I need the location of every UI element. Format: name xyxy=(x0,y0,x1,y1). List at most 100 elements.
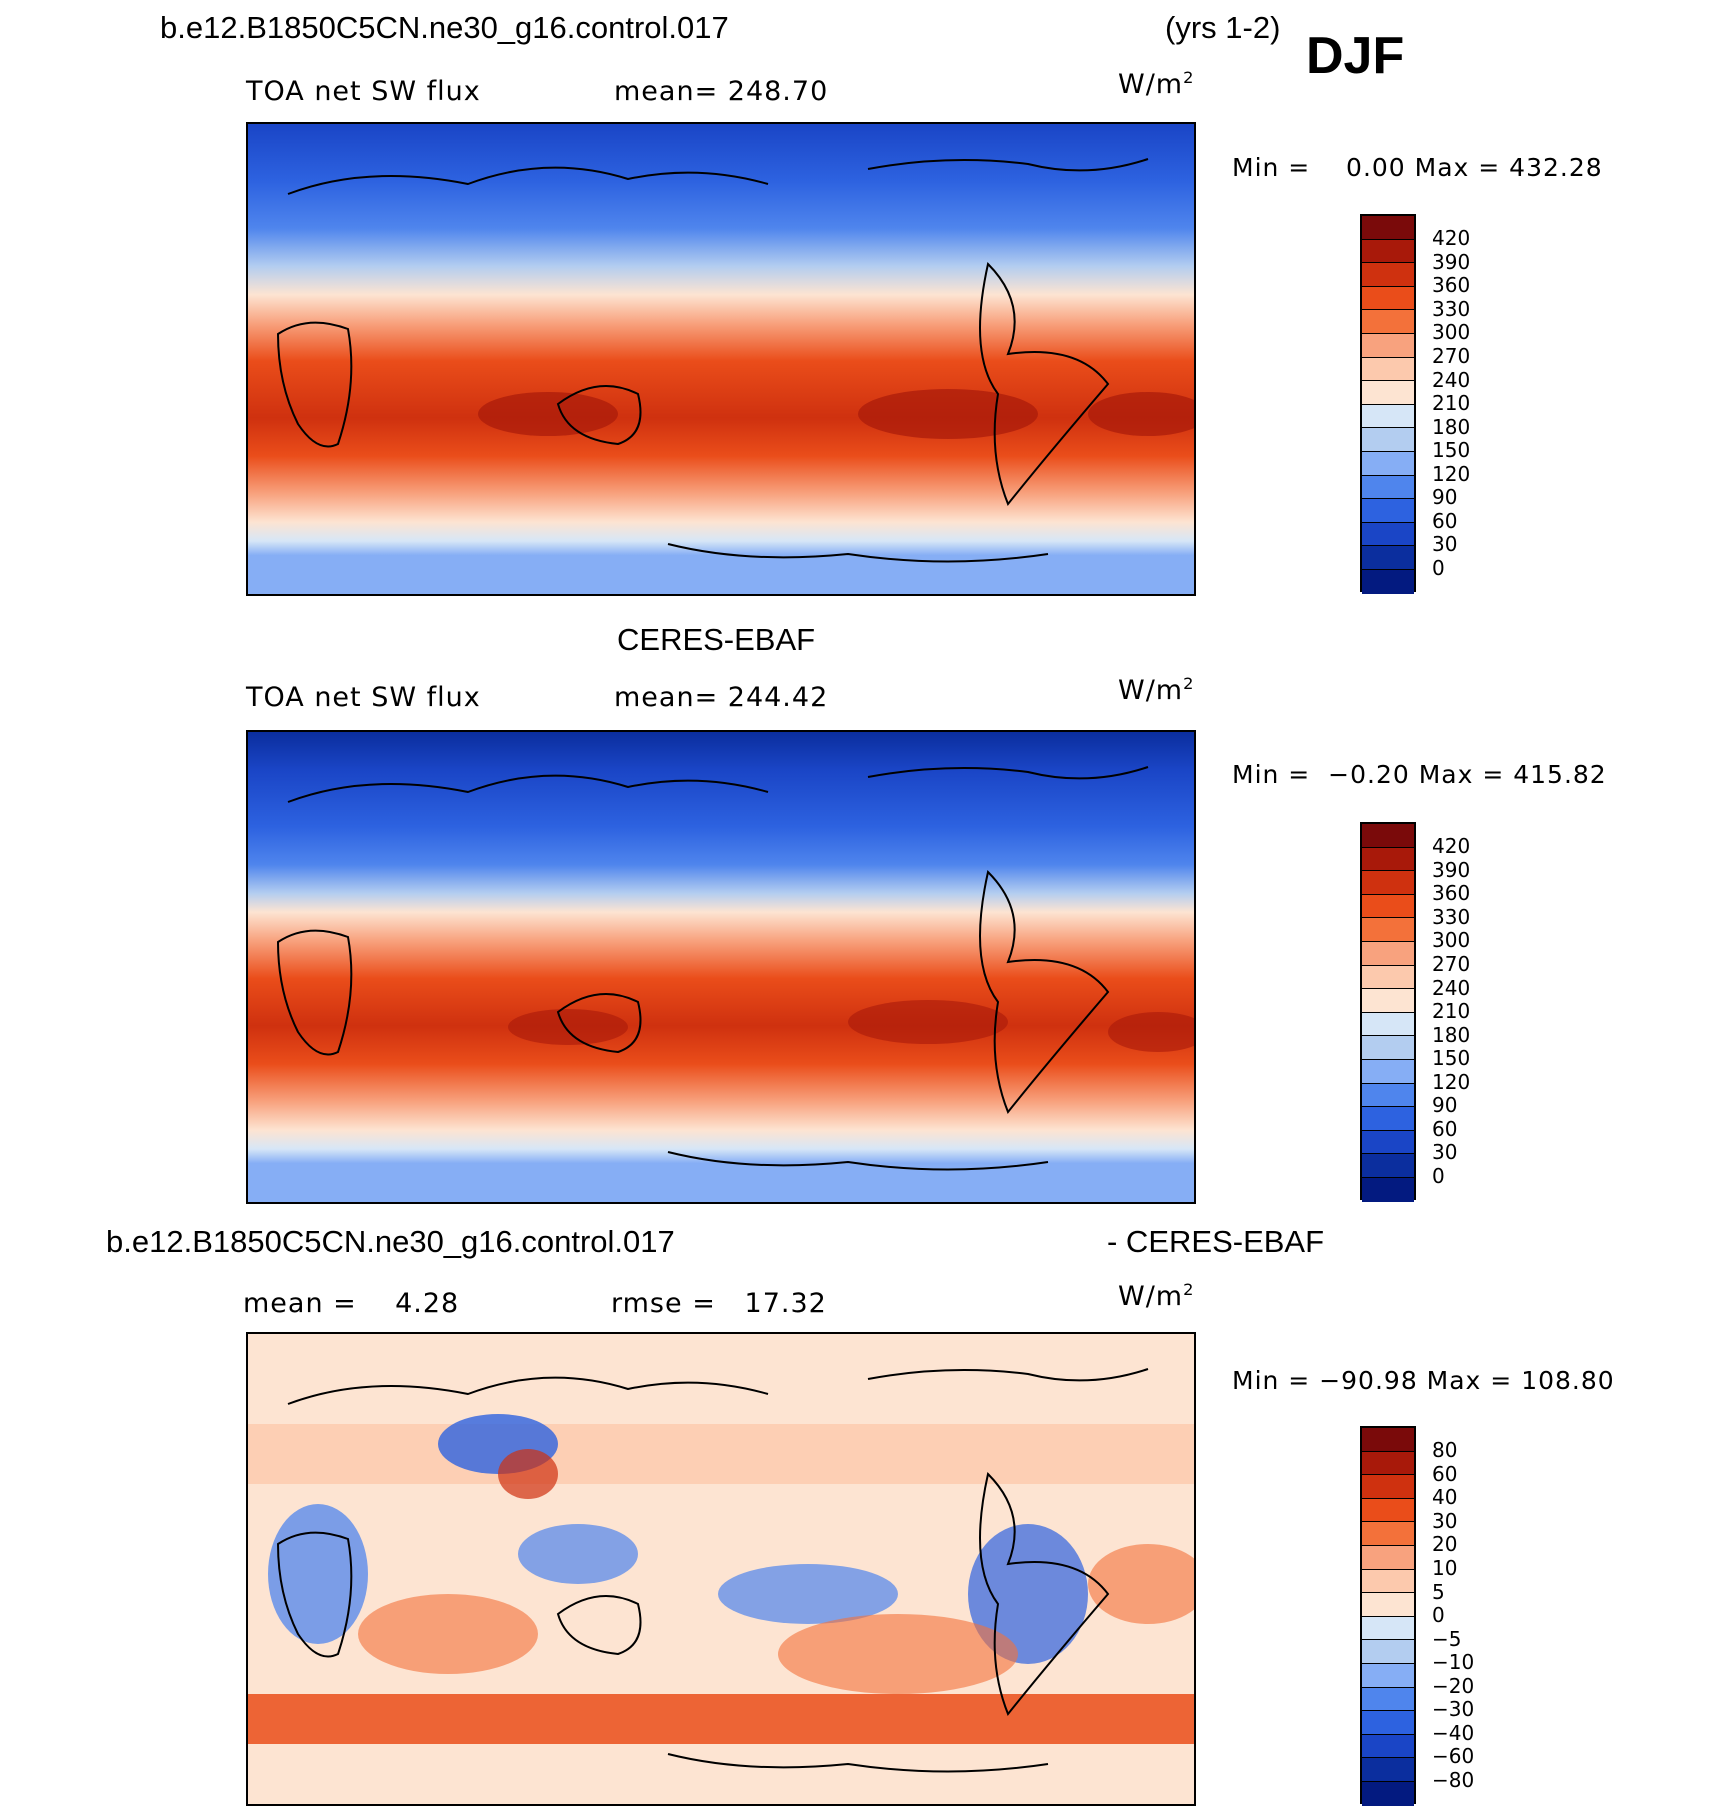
panel3-rmse: rmse = 17.32 xyxy=(611,1288,827,1319)
colorbar-tick-label: 390 xyxy=(1432,250,1471,274)
panel3-colorbar-swatch xyxy=(1362,1428,1414,1452)
colorbar-tick-label: 5 xyxy=(1432,1580,1445,1604)
panel2-colorbar-swatch xyxy=(1362,1177,1414,1202)
colorbar-tick-label: 120 xyxy=(1432,462,1471,486)
panel3-minmax: Min = −90.98 Max = 108.80 xyxy=(1232,1366,1615,1395)
colorbar-tick-label: 390 xyxy=(1432,858,1471,882)
panel2-colorbar-swatch xyxy=(1362,918,1414,942)
colorbar-tick-label: 360 xyxy=(1432,273,1471,297)
panel3-colorbar-swatch xyxy=(1362,1569,1414,1594)
panel1-units: W/m2 xyxy=(1118,68,1195,100)
panel1-colorbar-swatch xyxy=(1362,286,1414,311)
colorbar-tick-label: 360 xyxy=(1432,881,1471,905)
panel2-colorbar-swatch xyxy=(1362,965,1414,990)
colorbar-tick-label: 10 xyxy=(1432,1556,1458,1580)
colorbar-tick-label: 210 xyxy=(1432,391,1471,415)
panel1-colorbar-swatch xyxy=(1362,310,1414,334)
colorbar-tick-label: 60 xyxy=(1432,509,1458,533)
colorbar-tick-label: 150 xyxy=(1432,1046,1471,1070)
colorbar-tick-label: 60 xyxy=(1432,1462,1458,1486)
panel2-colorbar-swatch xyxy=(1362,1059,1414,1084)
panel3-colorbar-swatch xyxy=(1362,1616,1414,1641)
colorbar-tick-label: 300 xyxy=(1432,928,1471,952)
colorbar-tick-label: −40 xyxy=(1432,1721,1475,1745)
panel3-colorbar-swatch xyxy=(1362,1522,1414,1546)
panel3-title-right: - CERES-EBAF xyxy=(1107,1224,1325,1259)
colorbar-tick-label: 180 xyxy=(1432,415,1471,439)
years-label: (yrs 1-2) xyxy=(1165,10,1281,45)
colorbar-tick-label: −60 xyxy=(1432,1744,1475,1768)
colorbar-tick-label: 210 xyxy=(1432,999,1471,1023)
panel2-colorbar-swatch xyxy=(1362,871,1414,895)
panel3-colorbar-swatch xyxy=(1362,1711,1414,1735)
panel3-mean: mean = 4.28 xyxy=(243,1288,460,1319)
panel3-title-left: b.e12.B1850C5CN.ne30_g16.control.017 xyxy=(106,1224,675,1259)
panel1-map xyxy=(246,122,1196,596)
colorbar-tick-label: −80 xyxy=(1432,1768,1475,1792)
colorbar-tick-label: 330 xyxy=(1432,905,1471,929)
colorbar-tick-label: 0 xyxy=(1432,1603,1445,1627)
panel1-colorbar-swatch xyxy=(1362,569,1414,594)
panel1-colorbar-swatch xyxy=(1362,263,1414,287)
panel3-colorbar-swatch xyxy=(1362,1545,1414,1570)
panel3-colorbar-swatch xyxy=(1362,1451,1414,1476)
panel1-minmax: Min = 0.00 Max = 432.28 xyxy=(1232,153,1603,182)
colorbar-tick-label: 330 xyxy=(1432,297,1471,321)
panel2-colorbar-swatch xyxy=(1362,1083,1414,1108)
panel1-colorbar-swatch xyxy=(1362,404,1414,429)
panel3-units: W/m2 xyxy=(1118,1280,1195,1312)
colorbar-tick-label: 90 xyxy=(1432,1093,1458,1117)
colorbar-tick-label: 150 xyxy=(1432,438,1471,462)
colorbar-tick-label: 420 xyxy=(1432,834,1471,858)
panel3-colorbar-swatch xyxy=(1362,1781,1414,1806)
colorbar-tick-label: 0 xyxy=(1432,1164,1445,1188)
panel1-colorbar-swatch xyxy=(1362,239,1414,264)
colorbar-tick-label: −5 xyxy=(1432,1627,1462,1651)
colorbar-tick-label: 0 xyxy=(1432,556,1445,580)
panel1-colorbar xyxy=(1360,214,1416,594)
colorbar-tick-label: 90 xyxy=(1432,485,1458,509)
panel2-colorbar-swatch xyxy=(1362,824,1414,848)
panel2-colorbar-swatch xyxy=(1362,847,1414,872)
colorbar-tick-label: 30 xyxy=(1432,1509,1458,1533)
panel2-colorbar-swatch xyxy=(1362,1107,1414,1131)
panel2-map xyxy=(246,730,1196,1204)
panel3-colorbar-swatch xyxy=(1362,1498,1414,1523)
panel2-minmax: Min = −0.20 Max = 415.82 xyxy=(1232,760,1607,789)
colorbar-tick-label: −10 xyxy=(1432,1650,1475,1674)
colorbar-tick-label: 270 xyxy=(1432,952,1471,976)
colorbar-tick-label: 80 xyxy=(1432,1438,1458,1462)
panel2-variable: TOA net SW flux xyxy=(246,682,481,713)
panel2-colorbar xyxy=(1360,822,1416,1202)
colorbar-tick-label: 240 xyxy=(1432,368,1471,392)
colorbar-tick-label: 420 xyxy=(1432,226,1471,250)
colorbar-tick-label: 60 xyxy=(1432,1117,1458,1141)
panel1-colorbar-swatch xyxy=(1362,475,1414,500)
panel2-colorbar-swatch xyxy=(1362,1012,1414,1037)
panel3-colorbar-swatch xyxy=(1362,1593,1414,1617)
panel1-colorbar-swatch xyxy=(1362,357,1414,382)
colorbar-tick-label: 180 xyxy=(1432,1023,1471,1047)
colorbar-tick-label: 20 xyxy=(1432,1532,1458,1556)
colorbar-tick-label: −30 xyxy=(1432,1697,1475,1721)
panel1-colorbar-swatch xyxy=(1362,381,1414,405)
colorbar-tick-label: 40 xyxy=(1432,1485,1458,1509)
panel2-title: CERES-EBAF xyxy=(617,622,816,657)
panel2-colorbar-swatch xyxy=(1362,1154,1414,1178)
panel1-variable: TOA net SW flux xyxy=(246,76,481,107)
colorbar-tick-label: 30 xyxy=(1432,532,1458,556)
colorbar-tick-label: 240 xyxy=(1432,976,1471,1000)
panel3-colorbar-swatch xyxy=(1362,1475,1414,1499)
panel1-colorbar-swatch xyxy=(1362,546,1414,570)
colorbar-tick-label: 300 xyxy=(1432,320,1471,344)
panel1-colorbar-swatch xyxy=(1362,451,1414,476)
panel3-colorbar-swatch xyxy=(1362,1734,1414,1759)
panel3-colorbar-swatch xyxy=(1362,1758,1414,1782)
panel1-colorbar-swatch xyxy=(1362,499,1414,523)
colorbar-tick-label: 270 xyxy=(1432,344,1471,368)
panel2-colorbar-swatch xyxy=(1362,1130,1414,1155)
panel3-colorbar-swatch xyxy=(1362,1640,1414,1664)
case-title: b.e12.B1850C5CN.ne30_g16.control.017 xyxy=(160,10,729,45)
panel2-colorbar-swatch xyxy=(1362,941,1414,966)
colorbar-tick-label: 30 xyxy=(1432,1140,1458,1164)
